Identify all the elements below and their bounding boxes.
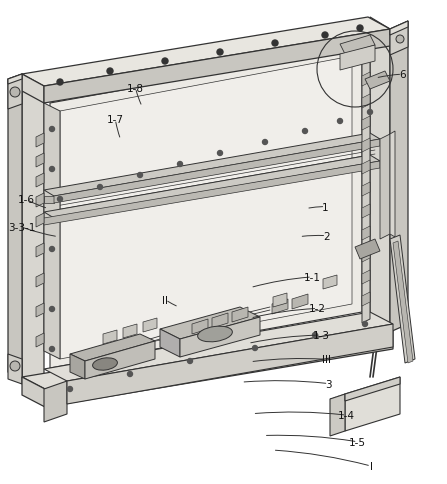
Polygon shape	[36, 303, 44, 318]
Circle shape	[127, 372, 132, 377]
Circle shape	[218, 151, 223, 156]
Polygon shape	[8, 75, 22, 110]
Polygon shape	[44, 104, 60, 359]
Polygon shape	[70, 334, 155, 361]
Polygon shape	[390, 22, 408, 36]
Polygon shape	[22, 75, 44, 104]
Text: 1: 1	[322, 202, 329, 212]
Polygon shape	[36, 134, 44, 148]
Circle shape	[107, 69, 113, 75]
Polygon shape	[362, 139, 370, 152]
Polygon shape	[362, 205, 370, 219]
Circle shape	[58, 197, 63, 202]
Polygon shape	[380, 135, 390, 240]
Circle shape	[198, 325, 202, 330]
Polygon shape	[123, 324, 137, 338]
Polygon shape	[44, 381, 67, 422]
Polygon shape	[362, 161, 370, 175]
Text: I: I	[370, 461, 372, 471]
Text: 1-7: 1-7	[107, 115, 124, 125]
Circle shape	[337, 119, 342, 124]
Text: 1-1: 1-1	[304, 272, 320, 282]
Polygon shape	[362, 292, 370, 306]
Polygon shape	[212, 313, 228, 328]
Polygon shape	[362, 73, 370, 87]
Circle shape	[10, 88, 20, 98]
Polygon shape	[362, 51, 370, 65]
Polygon shape	[8, 75, 22, 85]
Circle shape	[50, 127, 55, 132]
Circle shape	[298, 300, 303, 305]
Polygon shape	[22, 319, 393, 389]
Polygon shape	[36, 213, 44, 227]
Text: 1-5: 1-5	[349, 437, 366, 447]
Text: 3-3-1: 3-3-1	[8, 223, 35, 232]
Circle shape	[363, 322, 367, 327]
Polygon shape	[192, 319, 208, 334]
Polygon shape	[45, 332, 393, 407]
Text: 6: 6	[399, 70, 405, 80]
Polygon shape	[370, 18, 390, 333]
Polygon shape	[232, 307, 248, 322]
Text: III: III	[322, 355, 331, 364]
Circle shape	[50, 347, 55, 352]
Polygon shape	[22, 18, 390, 87]
Polygon shape	[8, 354, 22, 384]
Polygon shape	[36, 154, 44, 167]
Circle shape	[138, 173, 143, 178]
Polygon shape	[345, 377, 400, 401]
Circle shape	[262, 140, 267, 145]
Polygon shape	[362, 117, 370, 131]
Polygon shape	[180, 318, 260, 357]
Polygon shape	[362, 182, 370, 197]
Circle shape	[67, 387, 72, 392]
Polygon shape	[330, 394, 345, 436]
Circle shape	[322, 33, 328, 39]
Polygon shape	[362, 248, 370, 262]
Polygon shape	[36, 273, 44, 287]
Polygon shape	[390, 22, 408, 333]
Circle shape	[362, 248, 368, 255]
Polygon shape	[22, 377, 45, 407]
Polygon shape	[50, 48, 362, 368]
Text: 1-6: 1-6	[17, 195, 34, 205]
Polygon shape	[60, 57, 352, 359]
Circle shape	[10, 361, 20, 371]
Circle shape	[50, 247, 55, 252]
Circle shape	[303, 129, 308, 134]
Ellipse shape	[93, 358, 118, 370]
Polygon shape	[362, 95, 370, 109]
Polygon shape	[36, 174, 44, 188]
Polygon shape	[44, 30, 390, 104]
Polygon shape	[160, 329, 180, 357]
Polygon shape	[355, 240, 380, 259]
Polygon shape	[36, 194, 44, 208]
Text: 1-4: 1-4	[338, 410, 355, 420]
Polygon shape	[36, 333, 44, 348]
Polygon shape	[143, 318, 157, 333]
Polygon shape	[44, 134, 380, 197]
Text: 2: 2	[323, 231, 329, 241]
Circle shape	[50, 167, 55, 172]
Circle shape	[218, 319, 223, 324]
Circle shape	[357, 26, 363, 32]
Circle shape	[278, 305, 283, 310]
Circle shape	[187, 359, 193, 364]
Polygon shape	[54, 140, 380, 204]
Polygon shape	[340, 46, 375, 71]
Polygon shape	[44, 312, 393, 381]
Circle shape	[367, 110, 372, 115]
Circle shape	[396, 36, 404, 44]
Polygon shape	[160, 307, 260, 339]
Polygon shape	[345, 377, 400, 431]
Text: 1-3: 1-3	[312, 331, 329, 340]
Polygon shape	[292, 294, 308, 309]
Polygon shape	[362, 227, 370, 241]
Polygon shape	[67, 324, 393, 404]
Polygon shape	[273, 293, 287, 307]
Circle shape	[97, 185, 102, 190]
Polygon shape	[390, 236, 415, 363]
Polygon shape	[362, 44, 370, 323]
Polygon shape	[323, 275, 337, 289]
